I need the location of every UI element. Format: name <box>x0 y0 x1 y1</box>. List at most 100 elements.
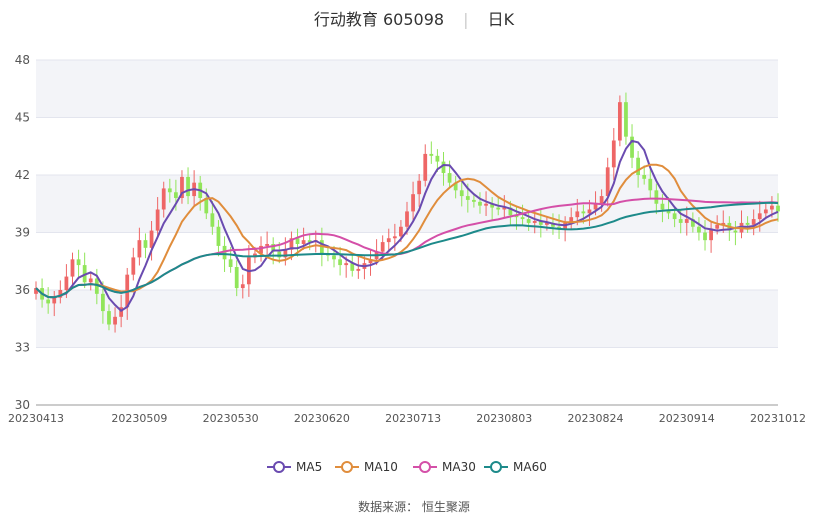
candle[interactable] <box>642 165 647 185</box>
candle[interactable] <box>180 170 184 204</box>
candle[interactable] <box>186 167 190 205</box>
candle[interactable] <box>46 287 51 314</box>
candle-body <box>715 224 720 229</box>
legend-item-ma10[interactable]: MA10 <box>335 460 398 474</box>
candle[interactable] <box>611 128 616 180</box>
candle[interactable] <box>703 220 707 251</box>
candle[interactable] <box>161 181 166 218</box>
candle[interactable] <box>368 249 373 276</box>
candle[interactable] <box>453 175 458 199</box>
candle[interactable] <box>745 216 750 233</box>
candle[interactable] <box>709 221 713 253</box>
candle-body <box>137 240 142 258</box>
candle-body <box>64 276 69 290</box>
candle[interactable] <box>423 144 428 187</box>
candle[interactable] <box>733 221 738 246</box>
candle[interactable] <box>143 233 148 259</box>
candle-body <box>94 278 99 294</box>
candle[interactable] <box>763 202 768 220</box>
candle-body <box>411 194 415 212</box>
candle[interactable] <box>356 256 361 279</box>
candle[interactable] <box>697 217 701 241</box>
candle-body <box>101 293 105 312</box>
candle-body <box>484 203 488 206</box>
x-tick-label: 20230914 <box>659 412 715 425</box>
candle[interactable] <box>338 246 342 276</box>
candle[interactable] <box>234 260 239 297</box>
candle[interactable] <box>265 231 270 257</box>
candle[interactable] <box>569 207 574 229</box>
candle-body <box>654 190 659 204</box>
candle[interactable] <box>386 228 391 253</box>
candle-body <box>34 288 38 294</box>
candle-body <box>447 173 452 183</box>
candle[interactable] <box>155 197 160 237</box>
candle[interactable] <box>88 271 93 291</box>
candle-body <box>216 226 221 246</box>
candle[interactable] <box>484 191 488 217</box>
candle[interactable] <box>599 189 604 212</box>
x-tick-label: 20230509 <box>111 412 167 425</box>
candle[interactable] <box>411 181 415 222</box>
legend[interactable]: MA5 MA10 MA30 MA60 <box>267 460 547 474</box>
candle[interactable] <box>52 290 57 317</box>
candle-body <box>642 175 647 179</box>
candle[interactable] <box>490 197 495 221</box>
candle-body <box>283 249 288 258</box>
candle[interactable] <box>648 166 653 199</box>
candle-body <box>532 221 537 223</box>
candle[interactable] <box>167 178 172 203</box>
candle-body <box>465 196 470 200</box>
candle[interactable] <box>459 180 464 207</box>
candle[interactable] <box>690 212 695 233</box>
x-tick-label: 20231012 <box>750 412 806 425</box>
legend-label: MA5 <box>296 460 322 474</box>
legend-item-ma30[interactable]: MA30 <box>413 460 476 474</box>
candle[interactable] <box>417 174 422 207</box>
candle[interactable] <box>630 124 634 169</box>
y-tick-label: 48 <box>15 53 30 67</box>
candle[interactable] <box>538 208 543 238</box>
candle-body <box>277 251 282 258</box>
candle[interactable] <box>587 199 592 226</box>
candle[interactable] <box>82 252 87 289</box>
candle[interactable] <box>137 227 142 266</box>
candle[interactable] <box>362 256 367 280</box>
candle[interactable] <box>776 193 780 222</box>
candle[interactable] <box>557 214 561 240</box>
candle[interactable] <box>508 200 513 226</box>
candle-body <box>508 207 513 216</box>
candle[interactable] <box>76 249 81 278</box>
candle[interactable] <box>58 280 63 304</box>
candle-body <box>356 268 361 271</box>
candle[interactable] <box>131 247 136 281</box>
candle[interactable] <box>684 206 689 236</box>
candle[interactable] <box>113 307 117 333</box>
candle[interactable] <box>429 141 434 164</box>
candle-body <box>307 240 312 243</box>
candle[interactable] <box>34 281 38 300</box>
candle[interactable] <box>70 252 75 287</box>
candle[interactable] <box>532 211 537 234</box>
candle[interactable] <box>441 152 446 186</box>
candle-body <box>514 215 519 218</box>
candle-body <box>520 217 525 220</box>
candle-body <box>131 257 136 275</box>
candle[interactable] <box>617 95 622 147</box>
candle[interactable] <box>624 92 628 145</box>
candle[interactable] <box>107 304 111 331</box>
candle[interactable] <box>472 193 476 208</box>
candle[interactable] <box>149 221 154 261</box>
candle[interactable] <box>216 220 221 257</box>
candle[interactable] <box>210 200 215 235</box>
candle[interactable] <box>350 253 355 277</box>
candle[interactable] <box>101 281 105 324</box>
grid-band <box>36 60 778 118</box>
candle[interactable] <box>478 192 482 214</box>
candle-body <box>417 180 422 195</box>
candle-body <box>344 263 349 266</box>
legend-item-ma60[interactable]: MA60 <box>484 460 547 474</box>
candle[interactable] <box>240 274 245 299</box>
legend-item-ma5[interactable]: MA5 <box>267 460 322 474</box>
candle[interactable] <box>751 209 756 236</box>
